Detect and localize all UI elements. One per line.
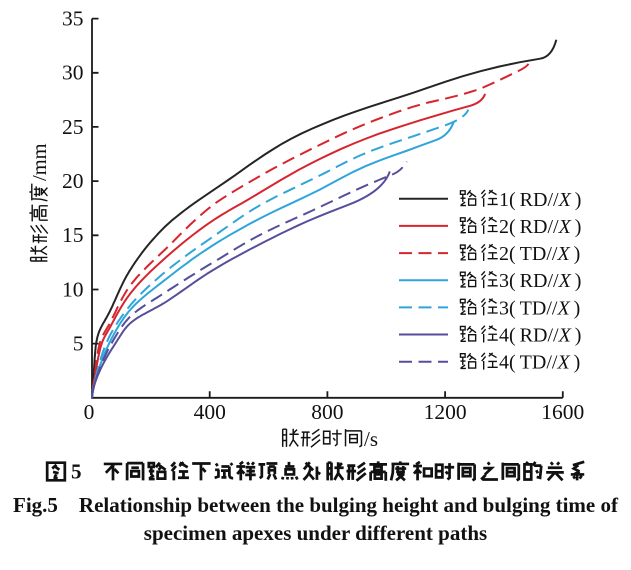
svg-text:1200: 1200 [424, 400, 467, 424]
svg-text:4( TD//X ): 4( TD//X ) [499, 352, 580, 374]
svg-text:0: 0 [84, 400, 95, 424]
svg-text:Fig.5 Relationship between th: Fig.5 Relationship between the bulging h… [13, 493, 619, 517]
svg-text:30: 30 [62, 61, 84, 85]
svg-text:1600: 1600 [541, 400, 584, 424]
svg-text:1( RD//X ): 1( RD//X ) [499, 189, 581, 211]
svg-text:4( RD//X ): 4( RD//X ) [499, 325, 581, 347]
svg-text:10: 10 [62, 277, 84, 301]
svg-text:3( TD//X ): 3( TD//X ) [499, 297, 580, 319]
svg-text:2( TD//X ): 2( TD//X ) [499, 243, 580, 265]
svg-text:35: 35 [62, 7, 84, 31]
svg-text:25: 25 [62, 115, 84, 139]
svg-text:specimen apexes under differen: specimen apexes under different paths [144, 521, 487, 545]
svg-text:5: 5 [73, 332, 84, 356]
svg-text:5: 5 [71, 460, 82, 484]
svg-text:15: 15 [62, 223, 84, 247]
svg-text:/s: /s [364, 427, 378, 451]
svg-text:2( RD//X ): 2( RD//X ) [499, 216, 581, 238]
svg-text:400: 400 [194, 400, 226, 424]
svg-text:800: 800 [311, 400, 343, 424]
svg-text:3( RD//X ): 3( RD//X ) [499, 270, 581, 292]
svg-text:20: 20 [62, 169, 84, 193]
svg-text:/mm: /mm [29, 143, 51, 181]
